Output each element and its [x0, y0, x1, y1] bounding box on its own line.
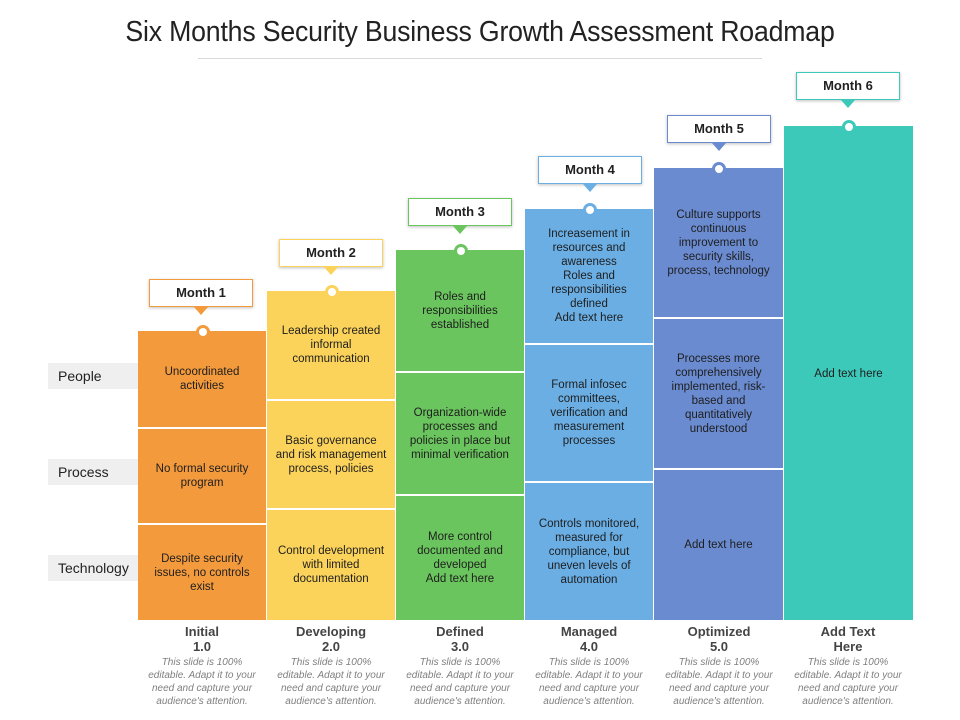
- stage-optimized: Optimized 5.0 This slide is 100% editabl…: [655, 624, 783, 708]
- divider: [525, 343, 653, 345]
- stage-managed: Managed 4.0 This slide is 100% editable.…: [525, 624, 653, 708]
- callout-pointer: [583, 184, 597, 192]
- row-label-people: People: [48, 363, 140, 389]
- month-1-label: Month 1: [176, 285, 226, 300]
- month-6-label: Month 6: [823, 78, 873, 93]
- divider: [396, 371, 524, 373]
- month-1-people-cell: Uncoordinated activities: [164, 366, 240, 392]
- month-6-column: Add text here: [784, 126, 913, 620]
- stage-name: Managed: [560, 624, 618, 639]
- month-2-label: Month 2: [306, 245, 356, 260]
- month-3-marker: [454, 244, 468, 258]
- month-2-column: Leadership created informal communicatio…: [267, 291, 395, 620]
- stage-name: Add Text Here: [820, 624, 876, 654]
- month-4-process-cell: Formal infosec committees, verification …: [550, 379, 628, 447]
- stage-developing: Developing 2.0 This slide is 100% editab…: [267, 624, 395, 708]
- stage-name: Initial: [185, 624, 219, 639]
- stage-add-text: Add Text Here This slide is 100% editabl…: [784, 624, 912, 708]
- row-label-technology: Technology: [48, 555, 140, 581]
- month-3-people-cell: Roles and responsibilities established: [422, 290, 498, 331]
- callout-pointer: [453, 226, 467, 234]
- month-3-process-cell: Organization-wide processes and policies…: [409, 406, 511, 461]
- callout-pointer: [324, 267, 338, 275]
- stage-name: Developing: [295, 624, 367, 639]
- month-2-people-cell: Leadership created informal communicatio…: [281, 325, 381, 365]
- row-label-process: Process: [48, 459, 140, 485]
- divider: [267, 399, 395, 401]
- page-title: Six Months Security Business Growth Asse…: [125, 16, 835, 48]
- divider: [267, 508, 395, 510]
- month-2-process-cell: Basic governance and risk management pro…: [275, 434, 387, 475]
- month-1-process-cell: No formal security program: [155, 463, 249, 489]
- month-5-column: Culture supports continuous improvement …: [654, 168, 783, 620]
- stage-name: Defined: [436, 624, 484, 639]
- month-5-process-cell: Processes more comprehensively implement…: [671, 352, 766, 435]
- month-5-callout: Month 5: [667, 115, 771, 151]
- month-5-label: Month 5: [694, 121, 744, 136]
- month-2-technology-cell: Control development with limited documen…: [277, 545, 385, 585]
- month-2-marker: [325, 285, 339, 299]
- month-4-column: Increasement in resources and awareness …: [525, 209, 653, 620]
- month-3-column: Roles and responsibilities established O…: [396, 250, 524, 620]
- stage-number: 3.0: [450, 639, 470, 654]
- month-4-people-cell: Increasement in resources and awareness …: [548, 228, 630, 324]
- month-4-marker: [583, 203, 597, 217]
- stage-description: This slide is 100% editable. Adapt it to…: [148, 657, 256, 707]
- month-4-callout: Month 4: [538, 156, 642, 192]
- divider: [654, 468, 783, 470]
- stage-description: This slide is 100% editable. Adapt it to…: [794, 657, 902, 707]
- divider: [525, 481, 653, 483]
- month-2-callout: Month 2: [279, 239, 383, 275]
- stage-description: This slide is 100% editable. Adapt it to…: [665, 657, 773, 707]
- month-6-marker: [842, 120, 856, 134]
- month-1-column: Uncoordinated activities No formal secur…: [138, 331, 266, 620]
- month-1-callout: Month 1: [149, 279, 253, 315]
- divider: [654, 317, 783, 319]
- callout-pointer: [712, 143, 726, 151]
- stage-description: This slide is 100% editable. Adapt it to…: [535, 657, 643, 707]
- stage-defined: Defined 3.0 This slide is 100% editable.…: [396, 624, 524, 708]
- divider: [138, 523, 266, 525]
- stage-number: 5.0: [709, 639, 729, 654]
- stage-description: This slide is 100% editable. Adapt it to…: [277, 657, 385, 707]
- callout-pointer: [841, 100, 855, 108]
- month-6-callout: Month 6: [796, 72, 900, 108]
- divider: [396, 494, 524, 496]
- stage-number: 1.0: [192, 639, 212, 654]
- month-6-cell: Add text here: [814, 368, 883, 380]
- month-1-marker: [196, 325, 210, 339]
- month-4-label: Month 4: [565, 162, 615, 177]
- stage-number: 4.0: [579, 639, 599, 654]
- month-3-technology-cell: More control documented and developed Ad…: [417, 531, 503, 585]
- month-5-people-cell: Culture supports continuous improvement …: [667, 208, 770, 277]
- month-4-technology-cell: Controls monitored, measured for complia…: [538, 517, 640, 586]
- title-divider: [198, 58, 762, 59]
- month-3-callout: Month 3: [408, 198, 512, 234]
- stage-number: 2.0: [321, 639, 341, 654]
- divider: [138, 427, 266, 429]
- month-3-label: Month 3: [435, 204, 485, 219]
- month-1-technology-cell: Despite security issues, no controls exi…: [154, 552, 250, 593]
- callout-pointer: [194, 307, 208, 315]
- stage-name: Optimized: [687, 624, 751, 639]
- month-5-marker: [712, 162, 726, 176]
- stage-initial: Initial 1.0 This slide is 100% editable.…: [138, 624, 266, 708]
- stage-description: This slide is 100% editable. Adapt it to…: [406, 657, 514, 707]
- month-5-technology-cell: Add text here: [684, 539, 753, 551]
